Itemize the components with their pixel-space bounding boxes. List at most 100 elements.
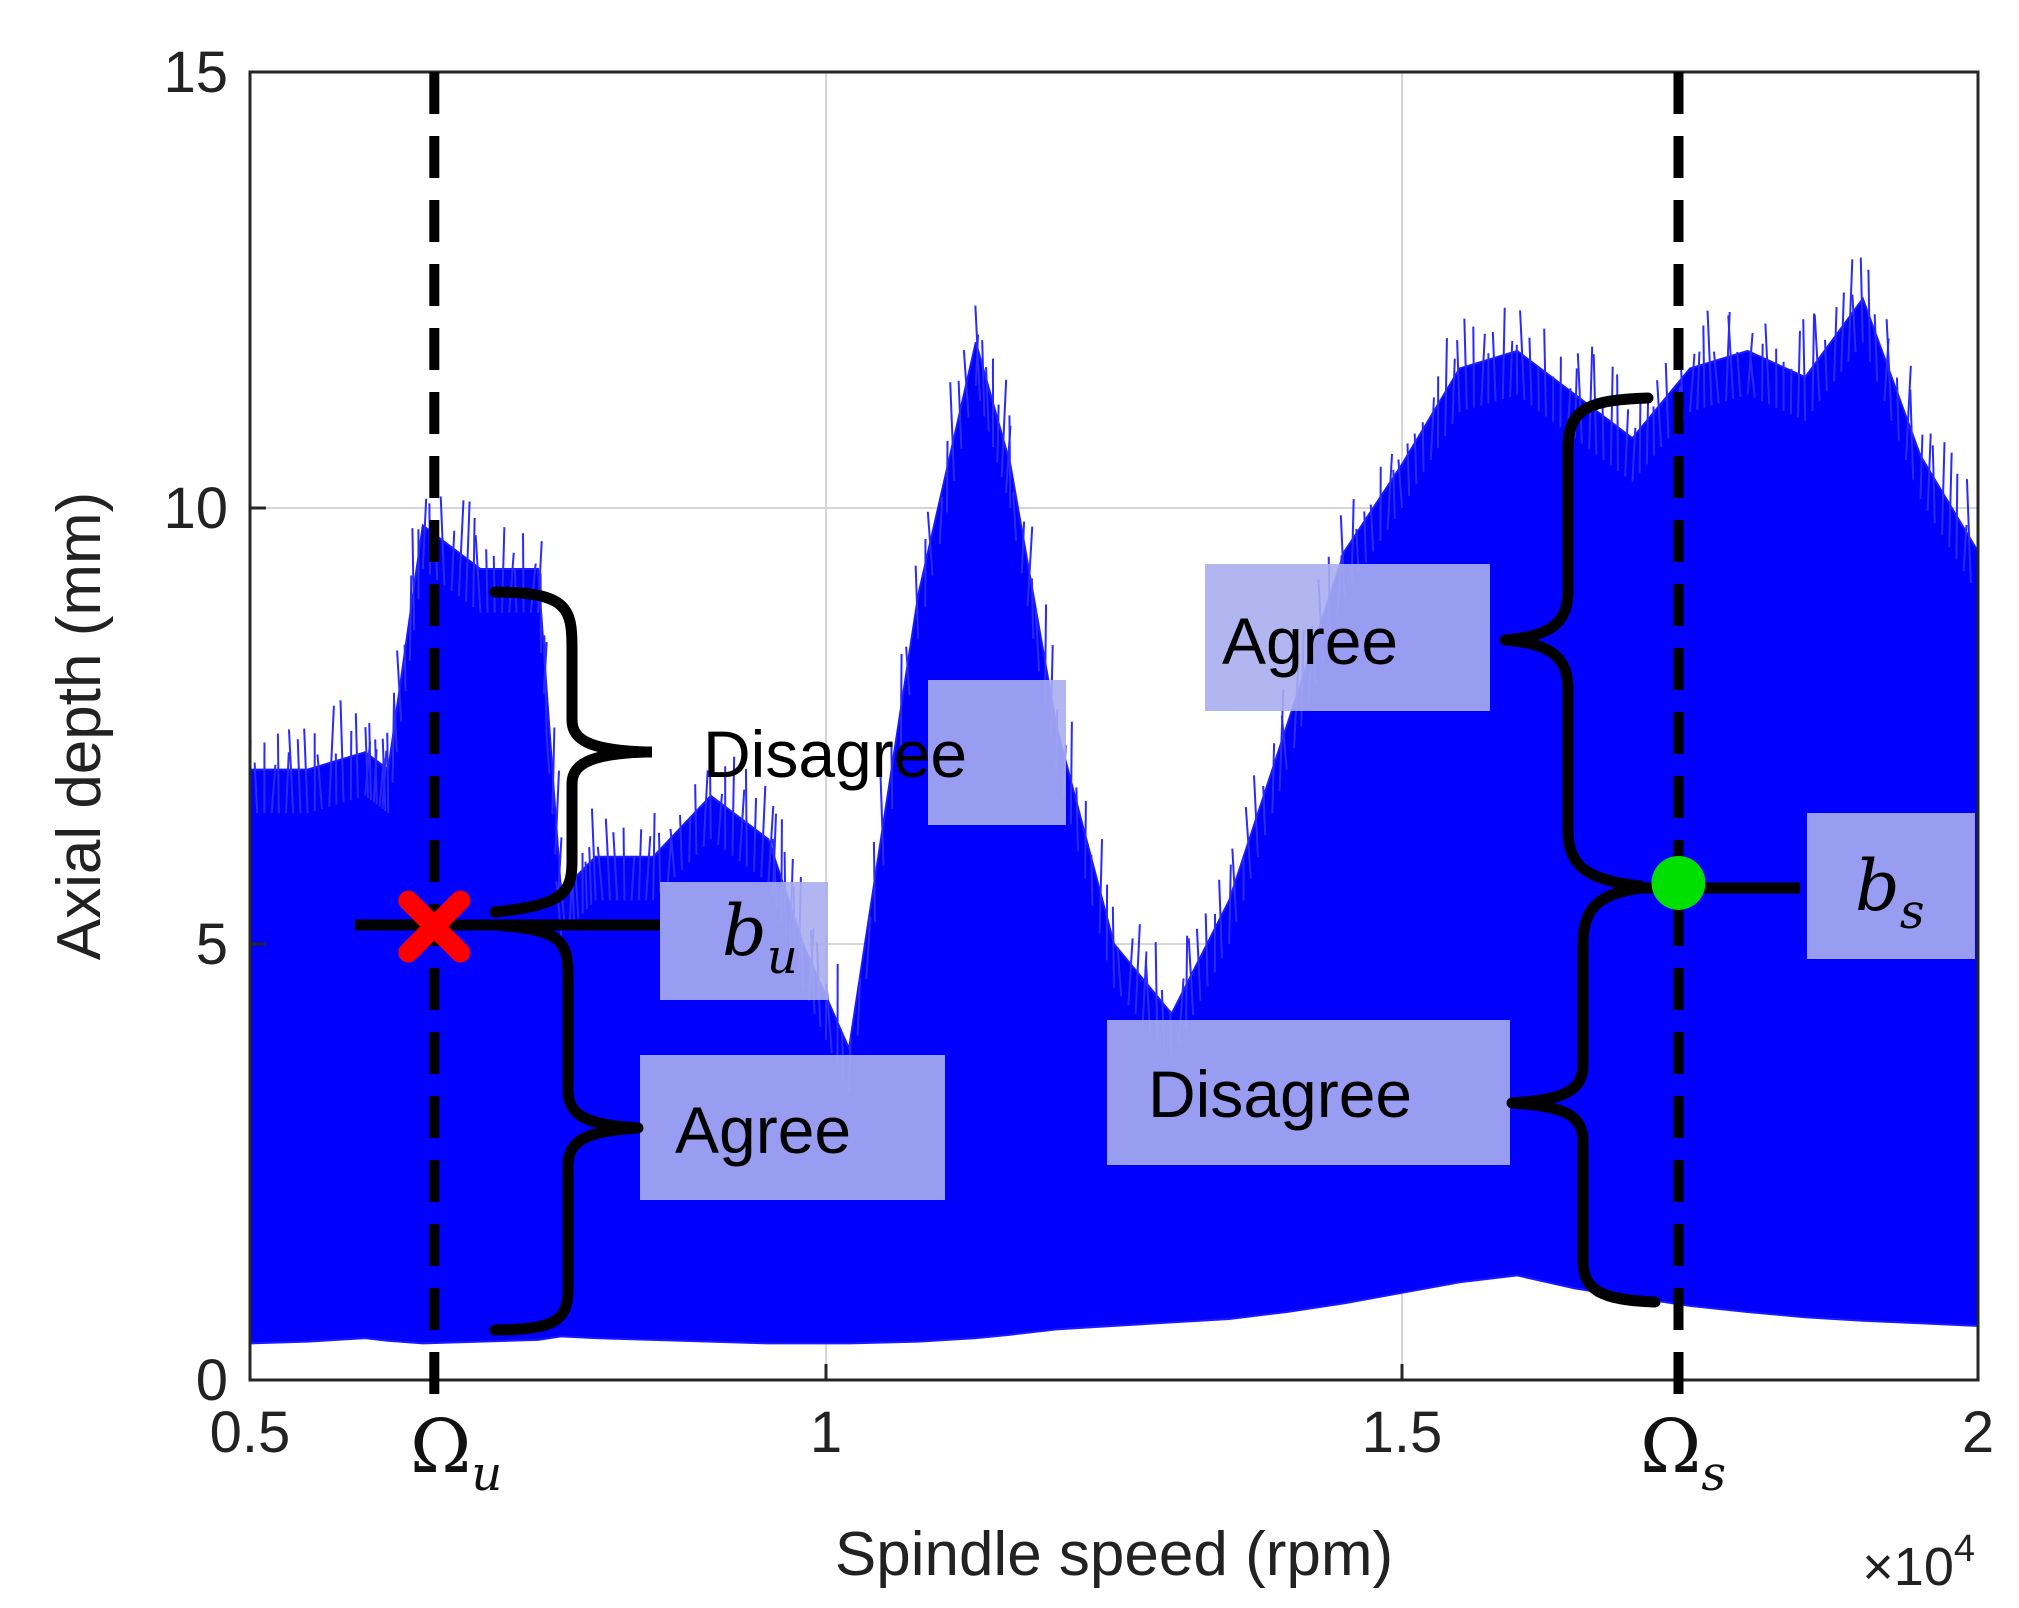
envelope-spike — [1948, 452, 1953, 548]
envelope-spike — [767, 806, 775, 884]
envelope-spike — [1429, 397, 1435, 461]
envelope-spike — [1519, 310, 1526, 401]
envelope-spike — [1528, 337, 1533, 406]
envelope-spike — [1847, 259, 1854, 362]
envelope-spike — [879, 771, 885, 866]
envelope-spike — [1645, 399, 1650, 465]
envelope-spike — [1955, 473, 1959, 560]
envelope-spike — [945, 440, 949, 513]
envelope-spike — [554, 770, 560, 855]
envelope-spike — [856, 977, 862, 1036]
envelope-spike — [270, 764, 277, 814]
envelope-spike — [596, 846, 604, 901]
envelope-spike — [1664, 362, 1670, 439]
envelope-spike — [334, 753, 338, 805]
envelope-spike — [1749, 353, 1756, 399]
ticks: 0.5 1 1.5 2 0 5 10 15 — [163, 40, 1994, 1465]
envelope-spike — [1840, 292, 1845, 372]
envelope-spike — [421, 498, 428, 570]
agree-box-left — [640, 1055, 945, 1200]
envelope-spike — [1789, 368, 1793, 415]
envelope-spike — [679, 814, 683, 870]
envelope-spike — [1509, 340, 1514, 397]
envelope-spike — [1905, 365, 1912, 461]
b-u-box — [660, 882, 828, 1000]
envelope-spike — [760, 785, 767, 878]
envelope-spike — [276, 733, 280, 814]
envelope-spike — [1000, 379, 1008, 478]
envelope-spike — [354, 713, 359, 798]
envelope-spike — [408, 575, 413, 661]
envelope-spike — [588, 847, 593, 905]
envelope-spike — [962, 350, 970, 418]
envelope-spike — [1026, 526, 1034, 607]
envelope-spike — [985, 366, 990, 432]
envelope-spike — [1824, 339, 1828, 392]
envelope-spike — [622, 827, 626, 901]
envelope-spike — [1134, 924, 1141, 1014]
envelope-spike — [590, 808, 597, 901]
envelope-spike — [1965, 479, 1972, 584]
envelope-spike — [717, 793, 723, 845]
envelope-spike — [938, 496, 944, 545]
envelope-spike — [439, 496, 446, 586]
red-x-stroke — [398, 890, 471, 963]
envelope-spike — [949, 382, 956, 481]
b-s-label: bs — [1855, 845, 1924, 940]
envelope-spike — [349, 730, 353, 801]
envelope-spike — [1472, 326, 1475, 408]
envelope-spike — [584, 861, 588, 910]
envelope-spike — [364, 727, 370, 798]
envelope-spike — [492, 555, 496, 613]
omega-s-label: Ωs — [1640, 1404, 1726, 1502]
envelope-spike — [457, 500, 465, 597]
envelope-spike — [522, 533, 525, 613]
envelope-spike — [1185, 935, 1189, 1030]
envelope-spike — [1280, 715, 1288, 770]
envelope-spike — [914, 565, 920, 639]
envelope-spike — [1931, 445, 1936, 524]
envelope-spike — [253, 762, 259, 814]
green-dot-marker — [1651, 855, 1706, 910]
envelope-spike — [669, 828, 676, 878]
envelope-spike — [1111, 906, 1115, 988]
envelope-spike — [1746, 332, 1754, 395]
disagree-box-left — [928, 680, 1066, 825]
envelope-spike — [1252, 775, 1259, 857]
envelope-spike — [645, 836, 652, 901]
envelope-spike — [1463, 318, 1468, 410]
envelope-spike — [1020, 521, 1026, 574]
envelope-spike — [1444, 338, 1448, 437]
envelope-spike — [557, 837, 563, 896]
agree-label-left: Agree — [675, 1093, 851, 1167]
envelope-spike — [1588, 346, 1594, 450]
envelope-spike — [303, 728, 309, 814]
omega-u-label: Ωu — [410, 1404, 502, 1502]
envelope-spike — [1397, 459, 1403, 509]
envelope-spike — [381, 738, 387, 812]
envelope-spike — [652, 813, 656, 901]
envelope-spike — [551, 727, 556, 815]
envelope-spike — [474, 535, 482, 613]
red-x-marker — [398, 890, 471, 963]
y-tick-label: 15 — [163, 40, 228, 105]
envelope-spike — [738, 789, 746, 862]
envelope-spike — [339, 700, 345, 803]
envelope-spike — [926, 511, 934, 576]
envelope-spike — [1802, 319, 1807, 421]
disagree-label-left: Disagree — [703, 717, 967, 791]
envelope-spike — [1962, 524, 1968, 572]
envelope-spike — [1195, 928, 1202, 1001]
envelope-spike — [545, 728, 551, 775]
envelope-spike — [1127, 938, 1134, 1006]
envelope-spike — [1761, 343, 1764, 402]
envelope-spike — [1895, 377, 1900, 441]
envelope-spike — [1543, 328, 1547, 417]
envelope-spike — [368, 723, 372, 801]
envelope-spike — [1873, 314, 1879, 382]
envelope-spike — [529, 563, 537, 613]
x-tick-label: 1 — [810, 1400, 842, 1465]
envelope-spike — [702, 770, 709, 848]
envelope-spike — [1116, 947, 1123, 997]
envelope-spike — [472, 517, 476, 608]
